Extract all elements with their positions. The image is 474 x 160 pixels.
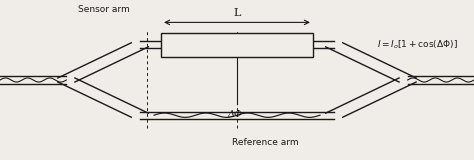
Bar — [161, 33, 313, 57]
Text: Sensor arm: Sensor arm — [78, 5, 130, 14]
Text: Reference arm: Reference arm — [232, 138, 299, 147]
Text: $I = I_o\left[1+\cos(\Delta\Phi)\right]$: $I = I_o\left[1+\cos(\Delta\Phi)\right]$ — [376, 39, 457, 51]
Text: L: L — [233, 8, 241, 18]
Text: ΔΦ: ΔΦ — [227, 110, 242, 119]
